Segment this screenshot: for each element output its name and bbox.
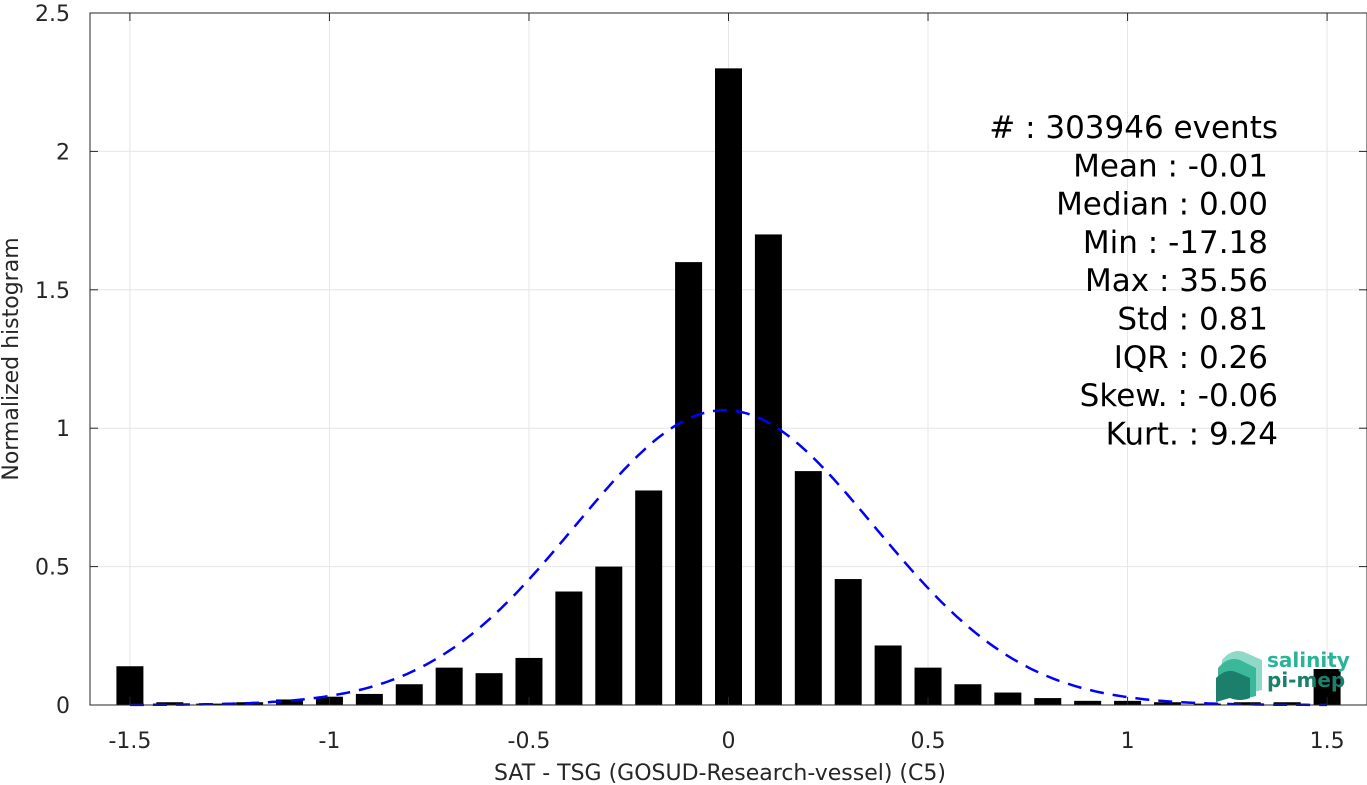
stat-line-0: # : 303946 events (989, 110, 1278, 146)
bar-26 (1153, 702, 1181, 705)
x-axis-label: SAT - TSG (GOSUD-Research-vessel) (C5) (494, 761, 946, 785)
bar-22 (994, 692, 1022, 705)
y-tick-label-3: 1.5 (35, 279, 70, 304)
stat-line-5: Std : 0.81 (1117, 302, 1268, 338)
stat-line-7: Skew. : -0.06 (1080, 378, 1278, 414)
y-tick-label-0: 0 (56, 694, 70, 719)
bar-19 (874, 645, 902, 705)
bar-9 (475, 673, 503, 705)
bar-1 (156, 702, 184, 705)
logo-text-pi-mep: pi-mep (1267, 668, 1345, 692)
bar-29 (1273, 702, 1301, 705)
bar-4 (276, 699, 304, 705)
bar-8 (435, 667, 463, 705)
stat-line-4: Max : 35.56 (1085, 263, 1268, 299)
bar-17 (794, 471, 822, 705)
y-tick-label-4: 2 (56, 140, 70, 165)
stat-line-2: Median : 0.00 (1056, 187, 1268, 223)
bar-13 (635, 490, 663, 705)
x-tick-label-6: 1.5 (1310, 729, 1345, 754)
stat-line-3: Min : -17.18 (1083, 225, 1268, 261)
bar-18 (834, 579, 862, 705)
logo-text-salinity: salinity (1267, 648, 1350, 672)
x-tick-label-0: -1.5 (108, 729, 151, 754)
salinity-pi-mep-logo: salinity pi-mep (1216, 648, 1350, 702)
axis-ticks: -1.5 -1 -0.5 0 0.5 1 1.5 0 0.5 1 1.5 2 2.5 (35, 2, 1367, 754)
x-tick-label-2: -0.5 (508, 729, 551, 754)
bar-23 (1034, 698, 1062, 705)
x-tick-label-3: 0 (722, 729, 736, 754)
bar-16 (754, 234, 782, 705)
stat-line-8: Kurt. : 9.24 (1106, 416, 1278, 452)
bar-11 (555, 591, 583, 705)
bar-14 (675, 262, 703, 705)
bars (116, 68, 1341, 706)
x-tick-label-5: 1 (1121, 729, 1135, 754)
x-tick-label-4: 0.5 (911, 729, 946, 754)
stat-line-1: Mean : -0.01 (1073, 148, 1268, 184)
bar-21 (954, 684, 982, 705)
bar-6 (355, 693, 383, 705)
y-tick-label-2: 1 (56, 417, 70, 442)
stat-line-6: IQR : 0.26 (1114, 340, 1268, 376)
y-tick-label-1: 0.5 (35, 556, 70, 581)
x-tick-label-1: -1 (318, 729, 340, 754)
bar-24 (1074, 700, 1102, 705)
waves-icon (1216, 651, 1262, 702)
bar-12 (595, 566, 623, 705)
bar-28 (1233, 702, 1261, 705)
y-tick-label-5: 2.5 (35, 2, 70, 27)
bar-7 (395, 684, 423, 705)
y-axis-label: Normalized histogram (0, 237, 24, 480)
bar-15 (715, 68, 742, 706)
